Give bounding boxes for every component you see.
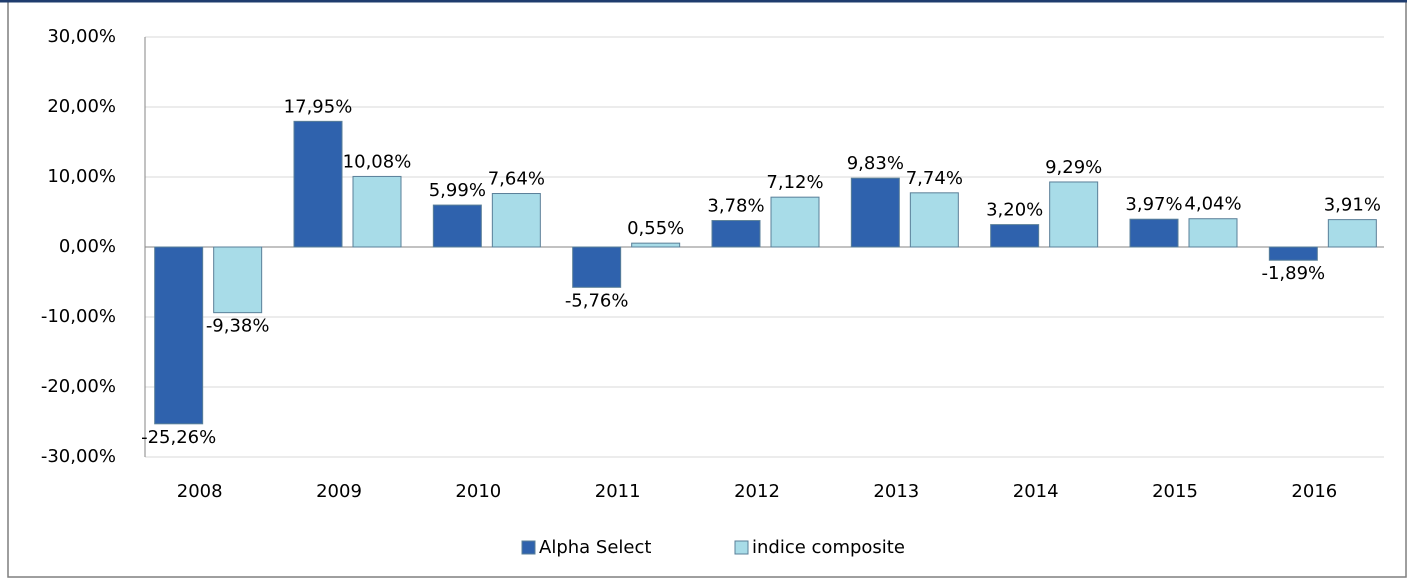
bar: [572, 246, 622, 288]
x-tick-label: 2013: [873, 481, 919, 502]
bar: [213, 246, 263, 314]
data-label: -25,26%: [141, 427, 216, 448]
data-label: 3,97%: [1125, 194, 1182, 215]
data-label: 3,91%: [1324, 195, 1381, 216]
data-label: 5,99%: [429, 180, 486, 201]
data-label: 10,08%: [343, 151, 412, 172]
y-tick-label: -30,00%: [41, 446, 116, 467]
data-label: 7,12%: [766, 172, 823, 193]
bar: [631, 242, 681, 248]
y-tick-label: -10,00%: [41, 306, 116, 327]
data-label: -5,76%: [565, 290, 629, 311]
x-tick-label: 2009: [316, 481, 362, 502]
x-tick-label: 2011: [595, 481, 641, 502]
y-tick-label: 0,00%: [59, 236, 116, 257]
legend-swatch: [521, 540, 536, 555]
bar: [491, 193, 541, 248]
data-label: 17,95%: [284, 96, 353, 117]
legend-label: indice composite: [752, 537, 905, 558]
bar: [1129, 218, 1179, 248]
y-tick-label: -20,00%: [41, 376, 116, 397]
bar: [293, 120, 343, 248]
data-label: 3,78%: [707, 196, 764, 217]
x-tick-label: 2008: [177, 481, 223, 502]
bar: [432, 204, 482, 248]
bar: [850, 177, 900, 248]
x-tick-label: 2010: [455, 481, 501, 502]
x-tick-label: 2012: [734, 481, 780, 502]
y-tick-label: 30,00%: [47, 26, 116, 47]
data-label: 7,64%: [488, 169, 545, 190]
legend-swatch: [734, 540, 749, 555]
bar: [711, 220, 761, 248]
bar: [1268, 246, 1318, 261]
bar: [909, 192, 959, 248]
data-label: 9,83%: [847, 153, 904, 174]
x-tick-label: 2016: [1291, 481, 1337, 502]
y-tick-label: 10,00%: [47, 166, 116, 187]
data-label: 9,29%: [1045, 157, 1102, 178]
bar: [352, 175, 402, 248]
data-label: -1,89%: [1261, 263, 1325, 284]
bar: [990, 224, 1040, 248]
x-tick-label: 2014: [1013, 481, 1059, 502]
legend-label: Alpha Select: [539, 537, 651, 558]
x-tick-label: 2015: [1152, 481, 1198, 502]
bar: [1327, 219, 1377, 248]
data-label: 4,04%: [1184, 194, 1241, 215]
bar: [154, 246, 204, 425]
y-tick-label: 20,00%: [47, 96, 116, 117]
bar: [1188, 218, 1238, 248]
data-label: 0,55%: [627, 218, 684, 239]
data-label: 3,20%: [986, 200, 1043, 221]
bar: [1049, 181, 1099, 248]
bar: [770, 196, 820, 248]
data-label: -9,38%: [206, 316, 270, 337]
data-label: 7,74%: [906, 168, 963, 189]
